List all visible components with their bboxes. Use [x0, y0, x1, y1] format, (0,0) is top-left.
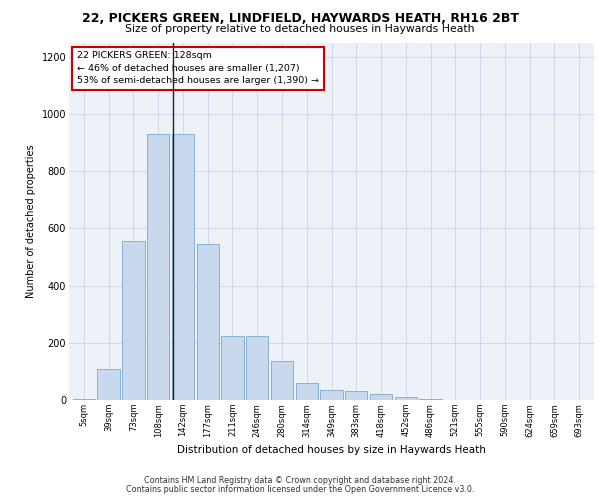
Bar — [246, 336, 268, 400]
Y-axis label: Number of detached properties: Number of detached properties — [26, 144, 36, 298]
Bar — [97, 368, 120, 400]
Bar — [395, 397, 417, 400]
Bar — [221, 336, 244, 400]
Text: 22, PICKERS GREEN, LINDFIELD, HAYWARDS HEATH, RH16 2BT: 22, PICKERS GREEN, LINDFIELD, HAYWARDS H… — [82, 12, 518, 26]
Bar — [419, 398, 442, 400]
Bar — [147, 134, 169, 400]
Bar — [197, 244, 219, 400]
Bar — [172, 134, 194, 400]
Bar — [73, 398, 95, 400]
X-axis label: Distribution of detached houses by size in Haywards Heath: Distribution of detached houses by size … — [177, 445, 486, 455]
Bar — [345, 392, 367, 400]
Text: Contains HM Land Registry data © Crown copyright and database right 2024.: Contains HM Land Registry data © Crown c… — [144, 476, 456, 485]
Text: 22 PICKERS GREEN: 128sqm
← 46% of detached houses are smaller (1,207)
53% of sem: 22 PICKERS GREEN: 128sqm ← 46% of detach… — [77, 52, 319, 86]
Bar — [271, 362, 293, 400]
Bar — [122, 242, 145, 400]
Bar — [370, 394, 392, 400]
Text: Contains public sector information licensed under the Open Government Licence v3: Contains public sector information licen… — [126, 484, 474, 494]
Text: Size of property relative to detached houses in Haywards Heath: Size of property relative to detached ho… — [125, 24, 475, 34]
Bar — [296, 383, 318, 400]
Bar — [320, 390, 343, 400]
